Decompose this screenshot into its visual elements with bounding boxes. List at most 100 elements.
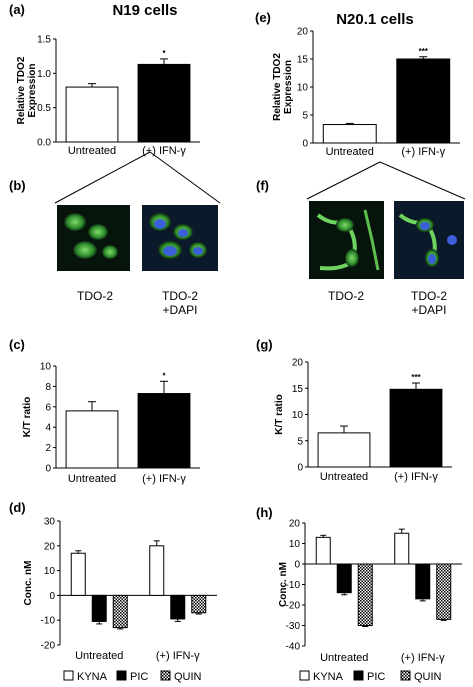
y-axis-label: Relative TDO2 (272, 53, 283, 121)
significance-marker: *** (419, 47, 429, 56)
legend-label-kyna: KYNA (77, 671, 108, 683)
y-tick-label: 8 (45, 382, 51, 393)
bar-quin (436, 563, 452, 620)
y-tick-label: -10 (41, 616, 56, 627)
y-tick-label: 0 (45, 464, 51, 475)
y-tick-label: 5 (302, 111, 308, 122)
chart-g: (g) K/T ratio 0 5 10 15 20 Untreated (+) IFN-γ **… (256, 337, 452, 483)
legend-label-quin: QUIN (414, 671, 442, 683)
y-tick-label: 0 (297, 463, 303, 474)
legend-right: KYNA PIC QUIN (299, 670, 442, 683)
y-tick-label: -20 (41, 641, 56, 652)
x-category-label: Untreated (68, 473, 116, 485)
significance-marker: * (162, 371, 166, 380)
bar-quin (112, 594, 128, 629)
chart-h: (h) Conc. nM -40 -30 -20 -10 0 10 20 Untreated (+)… (256, 505, 462, 664)
bar-kyna (315, 536, 331, 565)
x-category-label: (+) IFN-γ (394, 471, 438, 483)
legend-swatch-kyna (299, 670, 310, 681)
x-category-label: Untreated (320, 471, 368, 483)
y-tick-label: -40 (286, 642, 301, 653)
legend-swatch-kyna (63, 670, 74, 681)
bar (137, 393, 191, 469)
caption-b-1-line1: TDO-2 (77, 289, 113, 303)
legend-label-quin: QUIN (174, 671, 202, 683)
y-tick-label: 20 (292, 358, 304, 369)
chart-c: (c) K/T ratio 0 2 4 6 8 10 Untreated (+) IFN-γ * (9, 337, 200, 485)
panel-letter-g: (g) (256, 337, 273, 352)
chart-a: (a) Relative TDO2 Expression 0.0 0.5 1.0 1.5 Un… (9, 2, 200, 157)
y-tick-label: 30 (44, 517, 56, 528)
legend-left: KYNA PIC QUIN (63, 670, 202, 683)
y-tick-label: 15 (292, 384, 304, 395)
x-category-label: (+) IFN-γ (142, 473, 186, 485)
x-category-label: Untreated (68, 145, 116, 157)
panel-letter-c: (c) (9, 337, 25, 352)
bar (137, 63, 191, 143)
x-category-label: (+) IFN-γ (401, 652, 445, 664)
zoom-line-right (149, 151, 221, 204)
chart-e: (e) Relative TDO2 Expression 0 5 10 15 20 Untrea… (255, 10, 460, 158)
caption-f-1-line1: TDO-2 (328, 289, 364, 303)
significance-marker: *** (411, 373, 421, 382)
y-axis-label: Expression (27, 64, 38, 118)
y-axis-label: Expression (283, 60, 294, 114)
caption-b-2-line2: +DAPI (162, 303, 197, 317)
y-tick-label: 0 (302, 139, 308, 150)
microscopy-image-tdo2-dapi (394, 201, 464, 279)
y-tick-label: 0.0 (37, 138, 51, 149)
legend-label-pic: PIC (367, 671, 385, 683)
bar-pic (415, 563, 431, 600)
y-tick-label: 20 (44, 541, 56, 552)
y-tick-label: 0.5 (37, 103, 51, 114)
bar-kyna (394, 532, 410, 565)
bar-kyna (149, 545, 165, 596)
bar-kyna (70, 552, 86, 596)
panel-letter-e: (e) (255, 10, 271, 25)
chart-d: (d) Conc. nM -20 -10 0 10 20 30 Untreated (+) IFN… (9, 500, 217, 662)
legend-swatch-quin (160, 670, 171, 681)
y-tick-label: 2 (45, 443, 51, 454)
y-axis-label: K/T ratio (22, 397, 33, 438)
right-column-title: N20.1 cells (336, 11, 414, 28)
bar-quin (191, 594, 207, 614)
panel-b: (b) TDO-2 TDO-2 +DAPI (9, 151, 221, 317)
panel-f: (f) TDO-2 TDO-2 +DAPI (256, 161, 466, 317)
bar-pic (170, 594, 186, 620)
zoom-line-left (306, 161, 381, 200)
bar (389, 388, 443, 468)
legend-label-kyna: KYNA (313, 671, 344, 683)
bar (322, 124, 377, 144)
legend-label-pic: PIC (130, 671, 148, 683)
y-tick-label: 1.5 (37, 35, 51, 46)
bar (65, 410, 119, 469)
y-tick-label: 6 (45, 402, 51, 413)
x-category-label: (+) IFN-γ (401, 146, 445, 158)
y-tick-label: 20 (297, 27, 309, 38)
y-tick-label: 20 (289, 519, 301, 530)
y-tick-label: -20 (286, 601, 301, 612)
zoom-line-right (379, 161, 466, 200)
y-tick-label: 5 (297, 436, 303, 447)
microscopy-image-tdo2-dapi (142, 205, 218, 271)
y-axis-label: Relative TDO2 (16, 56, 27, 124)
zoom-line-left (54, 151, 151, 204)
x-category-label: Untreated (326, 146, 374, 158)
bar (317, 432, 371, 468)
panel-letter-a: (a) (9, 2, 25, 17)
panel-letter-b: (b) (9, 178, 26, 193)
x-category-label: (+) IFN-γ (156, 650, 200, 662)
x-category-label: (+) IFN-γ (142, 145, 186, 157)
y-tick-label: 0 (49, 591, 55, 602)
legend-swatch-pic (116, 670, 127, 681)
y-tick-label: 10 (297, 83, 309, 94)
bar-pic (336, 563, 352, 594)
y-tick-label: 10 (44, 566, 56, 577)
y-tick-label: -10 (286, 580, 301, 591)
y-tick-label: 1.0 (37, 69, 51, 80)
bar-pic (91, 594, 107, 622)
microscopy-image-tdo2 (57, 205, 130, 271)
y-axis-label: K/T ratio (274, 394, 285, 435)
caption-b-2-line1: TDO-2 (162, 289, 198, 303)
